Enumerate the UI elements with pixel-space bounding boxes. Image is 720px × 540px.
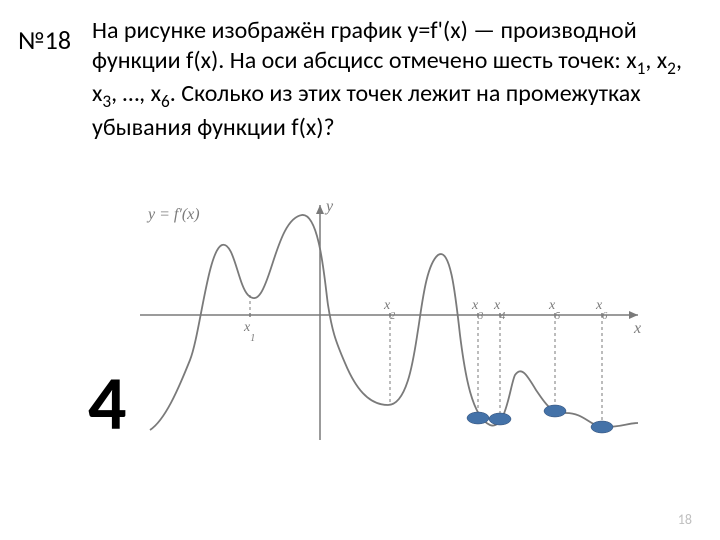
- svg-text:x: x: [633, 320, 641, 337]
- svg-text:x4: x4: [493, 298, 505, 322]
- svg-text:x3: x3: [471, 298, 483, 322]
- problem-number: №18: [18, 24, 71, 56]
- derivative-chart: y x y = f′(x) x1 x2 x3 x4 x5 x6: [130, 195, 650, 475]
- svg-text:y: y: [324, 198, 334, 215]
- svg-text:y = f′(x): y = f′(x): [146, 206, 200, 223]
- svg-text:x1: x1: [243, 320, 255, 344]
- page-number: 18: [678, 511, 692, 528]
- svg-text:x5: x5: [548, 298, 560, 322]
- problem-text: На рисунке изображён график y=f'(x) — пр…: [92, 16, 692, 143]
- svg-text:x2: x2: [383, 298, 395, 322]
- answer: 4: [88, 358, 127, 450]
- svg-text:x6: x6: [595, 298, 607, 322]
